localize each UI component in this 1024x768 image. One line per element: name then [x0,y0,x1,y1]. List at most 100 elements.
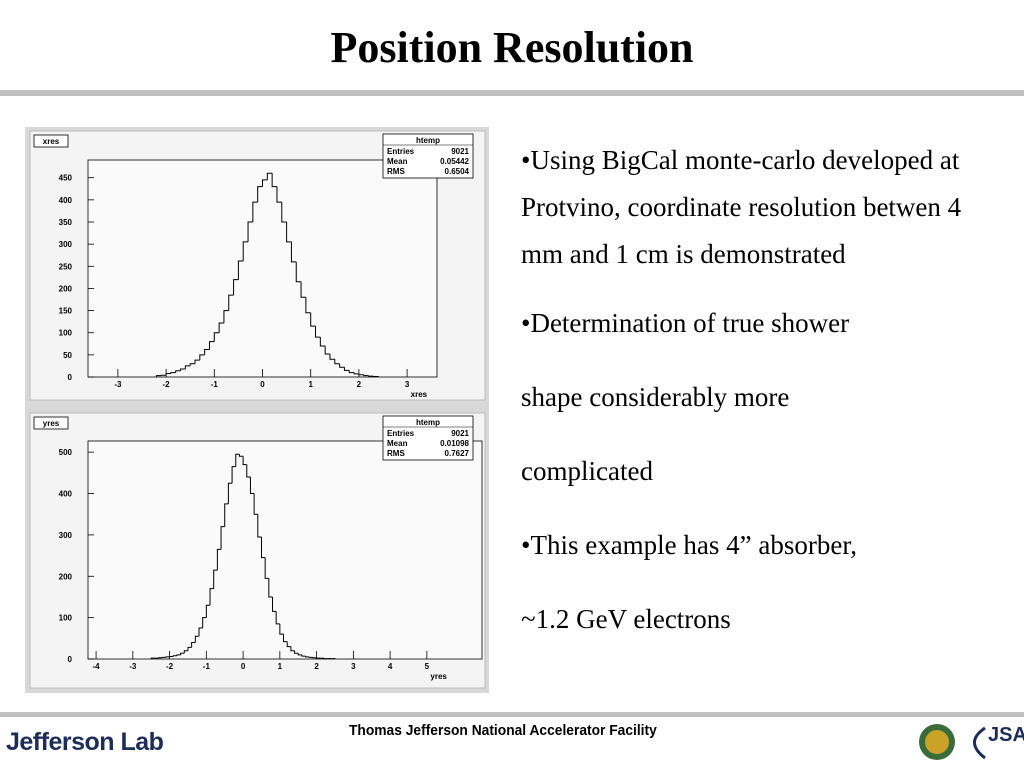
hist-bin [268,578,273,598]
y-tick-label: 400 [59,490,73,499]
stats-value: 9021 [451,429,469,438]
x-tick-label: 2 [314,662,319,671]
hist-bin [249,476,255,495]
hist-bin [283,634,288,643]
y-tick-label: 50 [63,351,72,360]
hist-bin [275,611,280,625]
title-rule [0,90,1024,96]
stats-key: RMS [387,167,405,176]
stats-key: Entries [387,147,415,156]
hist-bin [266,172,273,180]
hist-bin [172,655,177,657]
stats-value: 0.7627 [445,449,470,458]
x-tick-label: 3 [405,380,410,389]
x-tick-label: 2 [357,380,362,389]
y-tick-label: 450 [59,174,73,183]
hist-bin [290,646,295,652]
hist-name: xres [43,137,60,146]
hist-bin [155,375,162,377]
bullet: shape considerably more [521,382,790,412]
bullet: •Using BigCal monte-carlo developed at P… [521,145,962,269]
hist-bin [286,641,291,648]
x-axis-label: yres [430,672,447,681]
hist-bin [175,370,181,373]
hist-bin [343,367,350,371]
hist-bin [257,186,263,203]
doe-logo-inner [925,730,949,754]
stats-value: 0.6504 [445,167,470,176]
hist-bin [170,372,176,374]
y-tick-label: 300 [59,240,73,249]
x-tick-label: -1 [203,662,211,671]
hist-bin [301,654,306,657]
y-tick-label: 0 [68,373,73,382]
x-tick-label: -2 [163,380,171,389]
hist-bin [281,202,287,223]
hist-bin [223,310,229,323]
jlab-logo: Jefferson Lab [6,728,164,756]
hist-bin [176,654,181,656]
hist-bin [233,279,239,296]
bullet: complicated [521,456,653,486]
hist-bin [204,349,210,355]
hist-bin [319,337,326,347]
hist-bin [227,482,233,504]
stats-key: RMS [387,449,405,458]
x-tick-label: 0 [260,380,265,389]
bullet: •This example has 4” absorber, [521,530,858,560]
hist-bin [213,569,218,589]
hist-bin [353,372,359,375]
x-tick-label: -3 [129,662,137,671]
hist-bin [334,359,340,365]
name-box [33,416,69,430]
stats-value: 9021 [451,147,469,156]
x-tick-label: -2 [166,662,174,671]
stats-value: 0.01098 [440,439,469,448]
x-tick-label: -4 [93,662,101,671]
hist-bin [363,374,369,377]
y-tick-label: 200 [59,284,73,293]
hist-bin [189,363,196,366]
hist-bin [294,650,299,654]
hist-bin [329,353,335,360]
slide-title: Position Resolution [330,23,694,72]
hist-bin [252,201,258,222]
footer-rule [0,712,1024,717]
stats-title: htemp [416,418,440,427]
hist-bin [228,294,234,311]
y-tick-label: 250 [59,262,73,271]
hist-bin [191,641,196,648]
y-tick-label: 100 [59,329,73,338]
hist-bin [264,557,269,579]
hist-bin [257,514,262,538]
stats-key: Mean [387,157,408,166]
y-tick-label: 100 [59,614,73,623]
x-tick-label: -3 [114,380,122,389]
hist-bin [310,312,316,327]
x-axis-label: xres [411,390,428,399]
hist-bin [216,548,222,571]
plot-frame [87,440,483,660]
bullet: •Determination of true shower [521,308,850,338]
hist-bin [180,368,186,371]
y-tick-label: 350 [59,218,73,227]
stats-box [382,415,474,461]
jsa-logo: JSA [988,724,1024,746]
hist-bin [247,221,253,242]
hist-bin [235,453,240,467]
x-tick-label: 1 [308,380,313,389]
hist-bin [209,588,214,606]
y-tick-label: 0 [68,655,73,664]
stats-key: Entries [387,429,415,438]
hist-bin [246,464,251,478]
hist-bin [339,363,345,368]
hist-bin [271,173,277,188]
stats-title: htemp [416,136,440,145]
y-tick-label: 500 [59,448,73,457]
hist-bin [297,653,302,656]
hist-bin [305,656,310,658]
name-box [33,134,69,148]
hist-bin [242,456,247,466]
hist-bin [224,503,229,527]
